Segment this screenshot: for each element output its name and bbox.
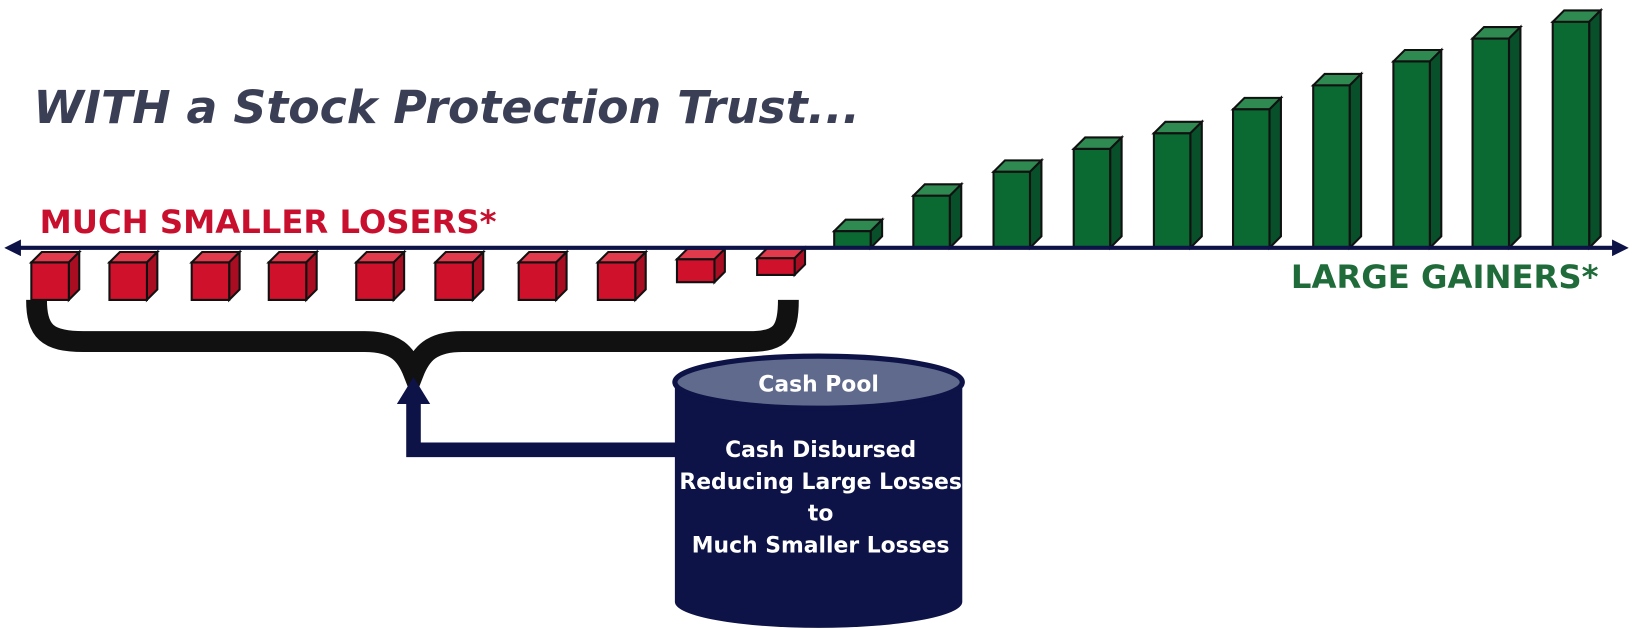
loser-box xyxy=(754,245,808,278)
gainer-bar xyxy=(910,181,964,251)
loser-box xyxy=(353,249,407,303)
cylinder-line: Cash Disbursed xyxy=(725,438,916,463)
gainer-bar xyxy=(991,157,1044,251)
gainer-bar xyxy=(1230,95,1284,251)
loser-box xyxy=(266,249,320,303)
gainer-bar xyxy=(1310,71,1364,251)
gainers-label: LARGE GAINERS* xyxy=(1291,258,1599,296)
gainer-bar xyxy=(1550,7,1604,251)
loser-box xyxy=(28,249,82,303)
arrow xyxy=(406,393,680,458)
cylinder-line: Much Smaller Losses xyxy=(692,534,950,559)
gainer-bar xyxy=(1470,24,1523,251)
gainer-bar xyxy=(1071,134,1125,251)
arrow-head xyxy=(396,376,431,405)
title: WITH a Stock Protection Trust... xyxy=(33,80,859,134)
losers-label: MUCH SMALLER LOSERS* xyxy=(40,203,497,241)
gainer-bar xyxy=(1390,47,1444,251)
cylinder-line: Reducing Large Losses xyxy=(679,470,962,495)
cylinder: Cash Pool Cash Disbursed Reducing Large … xyxy=(672,353,965,628)
gainer-bar xyxy=(1151,119,1205,251)
cylinder-title: Cash Pool xyxy=(758,372,879,397)
loser-box xyxy=(674,246,728,285)
gainer-bar xyxy=(831,217,885,251)
loser-box xyxy=(189,249,243,303)
loser-box xyxy=(432,249,486,303)
loser-box xyxy=(106,249,160,303)
loser-box xyxy=(516,249,570,303)
loser-box xyxy=(595,249,649,303)
cylinder-line: to xyxy=(808,501,833,526)
bars xyxy=(28,7,1604,303)
brace xyxy=(26,299,799,402)
